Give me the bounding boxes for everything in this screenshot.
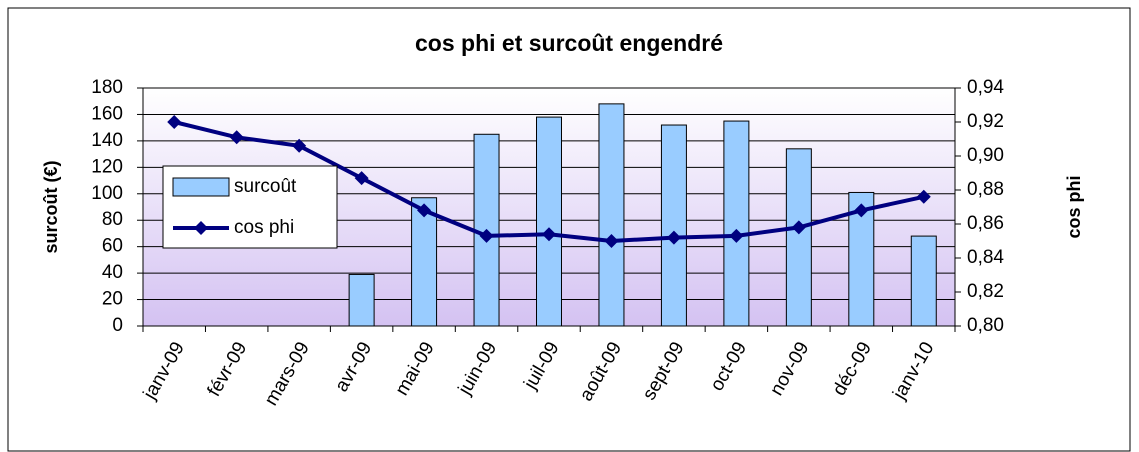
line-marker [542, 227, 556, 242]
line-marker [604, 234, 619, 248]
y2-tick-label: 0,84 [967, 247, 1004, 268]
line-marker [292, 138, 307, 153]
bar [660, 124, 687, 327]
bar [598, 103, 625, 327]
y-tick-label: 180 [91, 77, 123, 98]
y-axis-label: surcoût (€) [41, 160, 61, 253]
y2-tick-label: 0,82 [967, 281, 1004, 302]
line-marker [854, 203, 869, 218]
legend-label: cos phi [234, 217, 294, 238]
line-marker [791, 220, 806, 235]
line-marker [354, 171, 369, 186]
y-tick-label: 40 [102, 262, 123, 283]
line-marker [417, 203, 432, 218]
y-tick-label: 160 [91, 103, 123, 124]
chart-title: cos phi et surcoût engendré [415, 30, 723, 56]
bar [785, 148, 812, 327]
legend-label: surcoût [234, 176, 297, 197]
bar [910, 235, 937, 327]
y2-axis-label: cos phi [1064, 175, 1084, 238]
y-tick-label: 0 [112, 315, 123, 336]
y-tick-label: 60 [102, 236, 123, 257]
y2-tick-label: 0,88 [967, 179, 1004, 200]
bar [536, 116, 562, 327]
line-marker [479, 228, 494, 243]
y2-tick-label: 0,94 [967, 77, 1004, 98]
line-marker [729, 228, 744, 243]
y-tick-label: 80 [102, 209, 123, 230]
line-marker [167, 115, 182, 129]
y-tick-label: 100 [91, 183, 123, 204]
line-marker [666, 230, 681, 245]
line-marker [229, 130, 244, 145]
line-marker [916, 189, 931, 204]
bar [723, 120, 750, 327]
legend-swatch [172, 177, 230, 197]
bar [411, 197, 438, 327]
y2-tick-label: 0,92 [967, 111, 1004, 132]
y2-tick-label: 0,80 [967, 315, 1004, 336]
y-tick-label: 140 [91, 130, 123, 151]
y-tick-label: 20 [102, 289, 123, 310]
legend-marker [194, 221, 208, 235]
y2-tick-label: 0,90 [967, 145, 1004, 166]
y-tick-label: 120 [91, 156, 123, 177]
bar [348, 273, 375, 327]
y2-tick-label: 0,86 [967, 213, 1004, 234]
